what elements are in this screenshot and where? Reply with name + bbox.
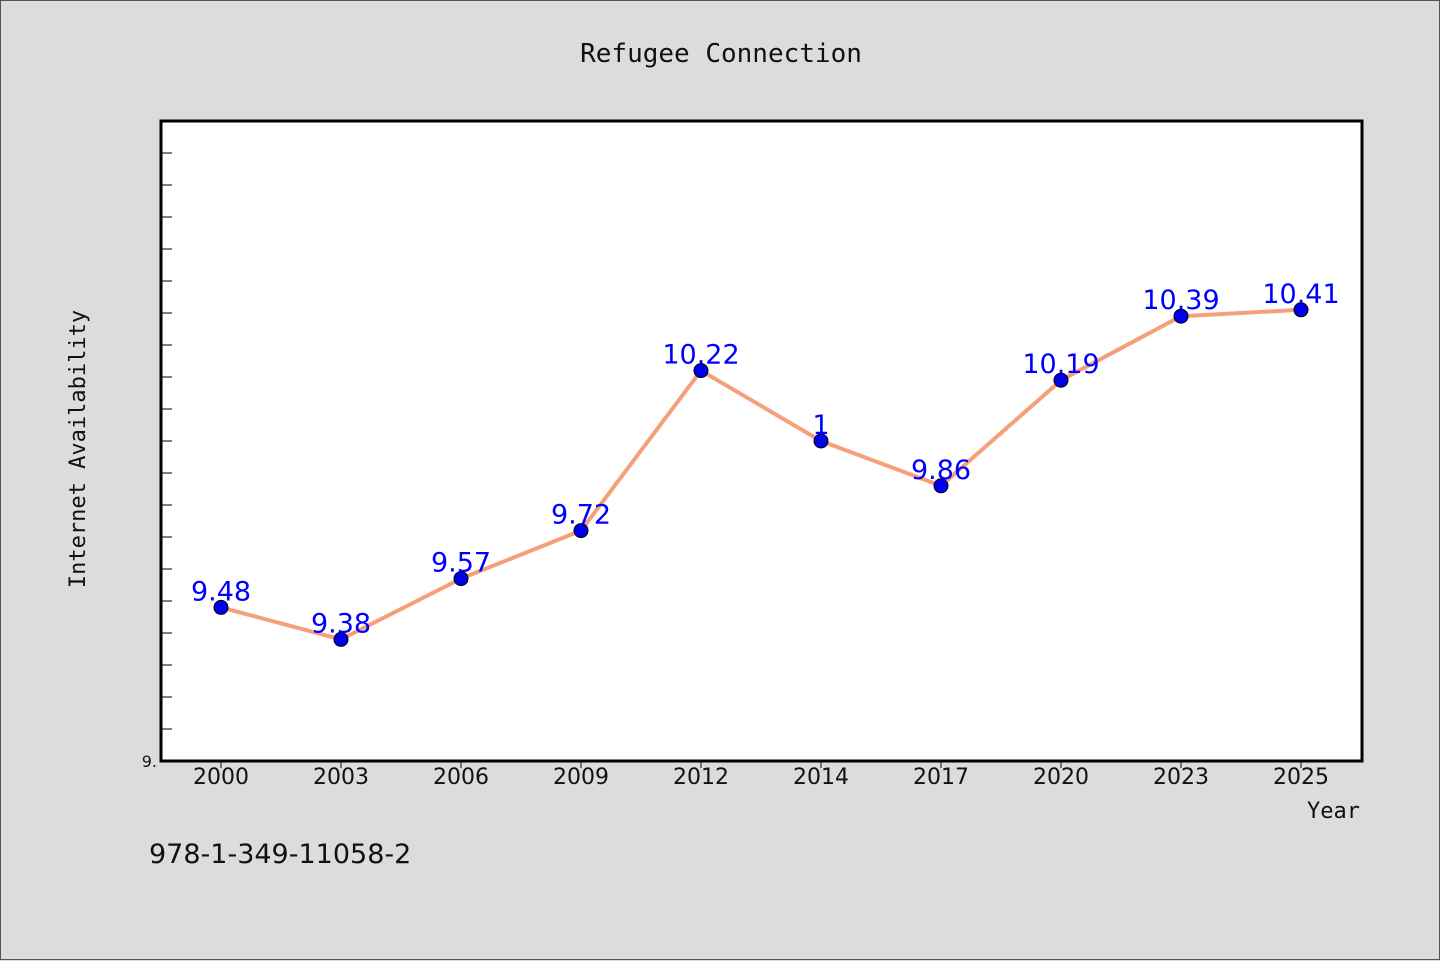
series-line (220, 307, 1302, 642)
x-tick-label: 2000 (193, 765, 249, 790)
x-tick-label: 2025 (1273, 765, 1329, 790)
data-label: 9.48 (191, 576, 251, 607)
data-labels: 9.48 9.38 9.57 9.72 10.22 1 9.86 10.19 10.39 10.4… (191, 279, 1340, 640)
data-label: 10.19 (1022, 349, 1099, 380)
data-point (1053, 372, 1069, 388)
data-label: 10.22 (662, 340, 739, 371)
data-point (813, 433, 829, 449)
plot-area (159, 119, 1364, 763)
x-tick-label: 2020 (1033, 765, 1089, 790)
x-axis-tick-labels: 2000 2003 2006 2009 2012 2014 2017 2020 2023 2025 (193, 765, 1329, 790)
data-label: 9.72 (551, 500, 611, 531)
data-label: 1 (812, 410, 829, 441)
x-tick-label: 2023 (1153, 765, 1209, 790)
x-tick-label: 2006 (433, 765, 489, 790)
data-label: 9.38 (311, 608, 371, 639)
x-axis-label: Year (1307, 799, 1360, 824)
data-label: 9.57 (431, 548, 491, 579)
data-point (933, 478, 949, 494)
y-axis-ticks (161, 120, 172, 762)
x-tick-label: 2012 (673, 765, 729, 790)
data-point (1293, 302, 1309, 318)
data-label: 10.41 (1262, 279, 1339, 310)
x-tick-label: 2017 (913, 765, 969, 790)
series-layer (213, 302, 1309, 647)
data-label: 10.39 (1142, 285, 1219, 316)
x-tick-label: 2003 (313, 765, 369, 790)
data-label: 9.86 (911, 455, 971, 486)
data-point (573, 523, 589, 539)
y-tick-label: 9. (142, 752, 157, 771)
y-axis-tick-labels: 9. (142, 752, 157, 771)
y-axis-label: Internet Availability (66, 310, 91, 588)
x-tick-label: 2009 (553, 765, 609, 790)
data-point (1173, 308, 1189, 324)
chart-title: Refugee Connection (580, 39, 862, 69)
x-tick-label: 2014 (793, 765, 849, 790)
data-point (213, 599, 229, 615)
data-point (453, 571, 469, 587)
data-point (333, 631, 349, 647)
x-axis-ticks (220, 761, 1302, 768)
data-point (693, 363, 709, 379)
footer-isbn: 978-1-349-11058-2 (149, 839, 411, 870)
